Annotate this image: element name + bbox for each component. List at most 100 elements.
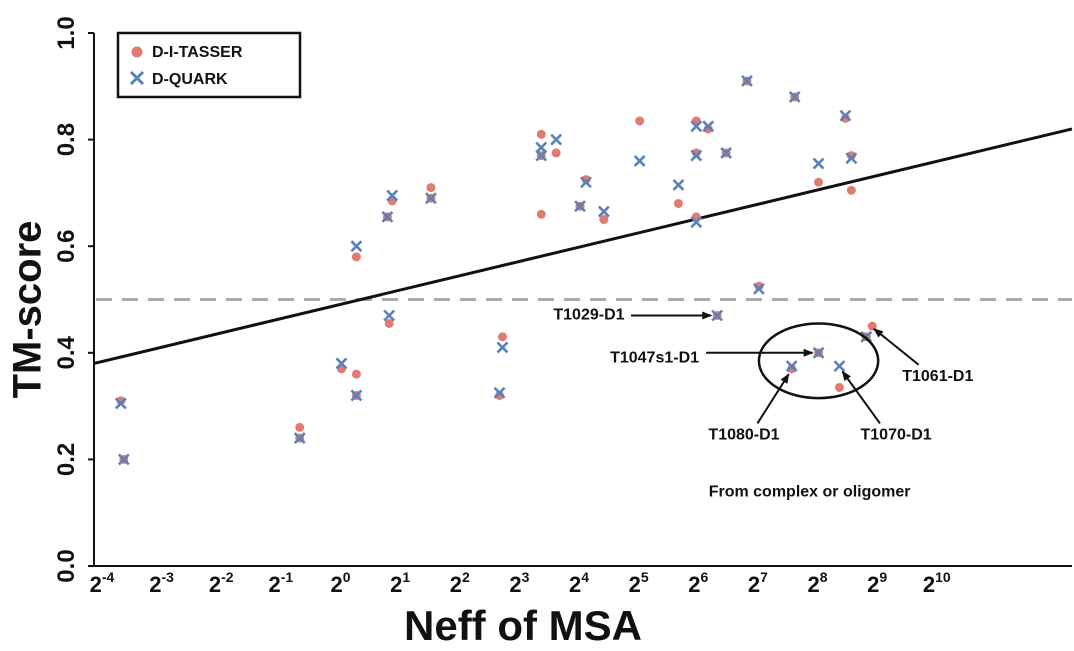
y-tick-label: 0.8: [53, 123, 80, 156]
point-d-quark: [493, 386, 506, 399]
x-marker-stroke: [381, 210, 394, 223]
annotation-layer: T1029-D1 T1047s1-D1 T1061-D1 T1080-D1 T1070-…: [553, 307, 973, 501]
x-marker-stroke: [720, 147, 733, 159]
y-axis-title: TM-score: [6, 221, 50, 399]
point-d-quark: [597, 205, 610, 218]
x-marker-stroke: [335, 357, 348, 370]
point-d-i-tasser: [384, 318, 394, 328]
y-tick-label: 0.2: [53, 443, 80, 476]
annotation-label: T1029-D1: [553, 307, 624, 324]
x-marker-stroke: [574, 200, 586, 213]
y-tick-label: 1.0: [53, 16, 80, 49]
x-tick-label: 20: [330, 569, 350, 597]
x-marker-stroke: [550, 133, 563, 146]
x-tick-label: 28: [808, 569, 828, 597]
point-d-i-tasser: [536, 209, 546, 219]
x-marker-stroke: [383, 309, 396, 322]
x-marker-stroke: [496, 341, 509, 354]
point-d-i-tasser: [846, 185, 856, 195]
x-tick-label: 2-2: [209, 569, 234, 597]
point-d-i-tasser: [814, 177, 824, 187]
point-d-quark: [812, 346, 825, 359]
point-d-quark: [114, 397, 127, 410]
point-d-quark: [381, 210, 394, 223]
x-marker-stroke: [597, 205, 610, 218]
point-d-quark: [720, 147, 733, 159]
point-d-i-tasser: [497, 332, 507, 342]
point-d-i-tasser: [834, 382, 844, 392]
point-d-quark: [753, 282, 765, 295]
point-d-i-tasser: [426, 183, 436, 193]
point-d-quark: [383, 309, 396, 322]
x-marker-stroke: [580, 176, 592, 189]
x-marker-stroke: [788, 91, 801, 103]
point-d-quark: [845, 152, 858, 165]
point-d-quark: [690, 149, 703, 162]
annotation-arrow: [873, 328, 920, 366]
x-marker-stroke: [425, 192, 437, 205]
point-d-quark: [117, 453, 130, 466]
annotation-label: T1061-D1: [902, 368, 973, 385]
plot-area: [93, 33, 1072, 567]
x-marker-stroke: [711, 309, 724, 322]
point-d-i-tasser: [673, 199, 683, 209]
x-axis-title: Neff of MSA: [404, 602, 642, 649]
annotation-arrow: [841, 370, 881, 425]
x-marker-stroke: [690, 149, 703, 162]
x-marker-stroke: [350, 240, 363, 253]
point-d-quark: [812, 157, 825, 170]
point-d-quark: [350, 240, 363, 253]
point-d-i-tasser: [351, 252, 361, 262]
point-d-quark: [335, 357, 348, 370]
x-tick-label: 21: [390, 569, 410, 597]
x-marker-stroke: [833, 360, 846, 373]
point-d-quark: [580, 176, 592, 189]
x-marker-stroke: [690, 216, 703, 229]
y-tick-label: 0.4: [53, 335, 80, 369]
legend-marker-d-i-tasser: [131, 46, 143, 58]
x-tick-label: 26: [688, 569, 708, 597]
x-marker-stroke: [839, 109, 852, 122]
x-tick-label: 29: [867, 569, 887, 597]
x-marker-stroke: [129, 70, 145, 86]
x-marker-stroke: [535, 149, 548, 162]
x-marker-stroke: [845, 152, 858, 165]
annotation-arrow: [756, 373, 790, 424]
x-tick-label: 2-1: [268, 569, 293, 597]
point-d-quark: [496, 341, 509, 354]
point-d-quark: [711, 309, 724, 322]
x-marker-stroke: [690, 120, 703, 133]
x-marker-stroke: [812, 346, 825, 359]
y-tick-label: 0.0: [53, 549, 80, 582]
point-d-quark: [702, 120, 715, 133]
x-tick-label: 27: [748, 569, 768, 597]
point-d-quark: [293, 432, 306, 444]
x-tick-label: 25: [629, 569, 649, 597]
point-d-quark: [550, 133, 563, 146]
x-tick-label: 2-4: [90, 569, 115, 597]
point-d-quark: [350, 389, 363, 402]
point-d-quark: [839, 109, 852, 122]
x-marker-stroke: [741, 75, 753, 87]
x-marker-stroke: [117, 453, 130, 466]
x-tick-label: 24: [569, 569, 589, 597]
x-marker-stroke: [672, 178, 685, 191]
point-d-i-tasser: [536, 129, 546, 139]
x-tick-label: 2-3: [149, 569, 174, 597]
annotation-label: T1070-D1: [861, 427, 932, 444]
x-marker-stroke: [493, 386, 506, 399]
point-d-quark: [425, 192, 437, 205]
point-d-quark: [690, 120, 703, 133]
point-d-quark: [690, 216, 703, 229]
point-d-i-tasser: [635, 116, 645, 126]
complex-group-ellipse: [757, 322, 880, 400]
legend-label-d-quark: D-QUARK: [152, 71, 228, 88]
point-d-i-tasser: [551, 148, 561, 158]
legend-label-d-i-tasser: D-I-TASSER: [152, 44, 243, 61]
x-tick-label: 210: [923, 569, 951, 597]
x-marker-stroke: [293, 432, 306, 444]
point-d-i-tasser: [351, 369, 361, 379]
point-d-quark: [672, 178, 685, 191]
point-d-quark: [386, 189, 399, 202]
